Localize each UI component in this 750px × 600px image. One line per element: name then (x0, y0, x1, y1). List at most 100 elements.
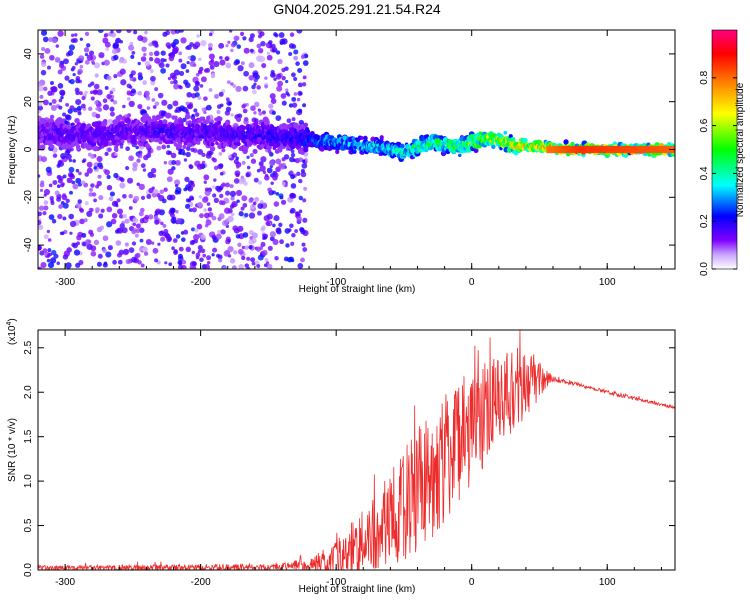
heatmap-noise-cell (265, 221, 271, 226)
heatmap-noise-cell (199, 84, 204, 88)
heatmap-x-tick-label: -200 (191, 277, 211, 288)
colorbar-tick-label: 0.0 (699, 262, 710, 276)
heatmap-noise-cell (156, 145, 162, 151)
heatmap-carrier-cell (649, 145, 652, 154)
heatmap-noise-cell (145, 95, 151, 101)
heatmap-noise-cell (291, 232, 296, 238)
heatmap-noise-cell (237, 242, 242, 247)
heatmap-noise-cell (285, 91, 289, 96)
heatmap-carrier-cell (582, 145, 585, 154)
heatmap-noise-cell (133, 195, 140, 202)
heatmap-noise-cell (189, 240, 195, 246)
heatmap-noise-cell (38, 101, 43, 107)
heatmap-noise-cell (41, 156, 48, 163)
heatmap-noise-cell (246, 165, 251, 170)
heatmap-noise-cell (128, 247, 135, 253)
heatmap-noise-cell (211, 73, 215, 77)
heatmap-noise-cell (38, 174, 41, 178)
heatmap-noise-cell (166, 176, 173, 183)
heatmap-noise-cell (79, 65, 84, 69)
heatmap-noise-cell (293, 77, 298, 82)
heatmap-noise-cell (50, 201, 55, 205)
heatmap-noise-cell (300, 257, 305, 263)
heatmap-carrier-cell (592, 145, 595, 154)
heatmap-noise-cell (84, 31, 90, 36)
heatmap-y-tick-label: 20 (23, 96, 34, 108)
heatmap-noise-cell (76, 234, 82, 241)
heatmap-ridge-cell (155, 114, 162, 121)
heatmap-noise-cell (70, 38, 76, 43)
heatmap-carrier-cell (548, 145, 551, 154)
heatmap-noise-cell (277, 80, 284, 87)
heatmap-noise-cell (185, 46, 189, 50)
heatmap-noise-cell (72, 159, 76, 163)
heatmap-noise-cell (159, 189, 165, 194)
heatmap-noise-cell (140, 56, 147, 62)
heatmap-noise-cell (178, 85, 183, 90)
heatmap-noise-cell (51, 249, 57, 256)
heatmap-noise-cell (174, 109, 178, 113)
heatmap-carrier-cell (662, 145, 665, 154)
heatmap-carrier-cell (642, 145, 645, 154)
heatmap-noise-cell (39, 94, 44, 99)
heatmap-noise-cell (148, 42, 153, 47)
heatmap-noise-cell (88, 187, 94, 192)
heatmap-noise-cell (273, 77, 277, 81)
heatmap-noise-cell (168, 55, 175, 62)
heatmap-ridge-cell (120, 121, 125, 126)
heatmap-noise-cell (228, 101, 232, 106)
heatmap-noise-cell (249, 33, 255, 39)
heatmap-noise-cell (93, 198, 97, 203)
heatmap-carrier-cell (565, 145, 568, 154)
heatmap-noise-cell (160, 57, 165, 63)
heatmap-noise-cell (240, 61, 245, 66)
heatmap-ridge-cell (277, 147, 283, 153)
heatmap-noise-cell (79, 37, 83, 41)
heatmap-noise-cell (162, 223, 167, 228)
heatmap-noise-cell (174, 190, 180, 195)
heatmap-noise-cell (112, 42, 120, 49)
heatmap-carrier-cell (661, 145, 664, 154)
heatmap-noise-cell (301, 82, 307, 87)
heatmap-noise-cell (96, 155, 103, 163)
heatmap-noise-cell (171, 74, 177, 81)
heatmap-noise-cell (153, 50, 160, 57)
heatmap-carrier-cell (559, 145, 562, 154)
heatmap-noise-cell (76, 105, 82, 111)
heatmap-ridge-cell (102, 118, 108, 124)
heatmap-ridge-cell (260, 143, 265, 149)
heatmap-noise-cell (280, 93, 287, 99)
heatmap-noise-cell (284, 66, 289, 71)
heatmap-noise-cell (207, 42, 213, 48)
heatmap-noise-cell (243, 181, 248, 186)
snr-y-tick-label: 0.5 (23, 518, 34, 532)
heatmap-noise-cell (115, 30, 122, 34)
heatmap-noise-cell (143, 251, 149, 256)
heatmap-noise-cell (290, 152, 296, 158)
heatmap-noise-cell (257, 203, 264, 209)
heatmap-noise-cell (138, 211, 144, 217)
heatmap-noise-cell (288, 256, 294, 262)
heatmap-ridge-cell (162, 119, 168, 125)
heatmap-noise-cell (192, 63, 197, 67)
heatmap-noise-cell (163, 187, 168, 192)
heatmap-noise-cell (138, 183, 145, 190)
heatmap-noise-cell (213, 61, 220, 68)
heatmap-noise-cell (103, 261, 108, 266)
heatmap-ridge-cell (240, 130, 246, 136)
heatmap-noise-cell (46, 258, 51, 263)
heatmap-carrier-cell (608, 145, 611, 154)
colorbar-gradient (711, 29, 738, 270)
heatmap-noise-cell (86, 167, 93, 174)
heatmap-carrier-cell (639, 145, 642, 154)
heatmap-noise-cell (143, 154, 149, 161)
heatmap-noise-cell (298, 157, 304, 163)
heatmap-noise-cell (256, 264, 261, 268)
heatmap-noise-cell (62, 216, 67, 221)
heatmap-noise-cell (273, 172, 279, 178)
heatmap-noise-cell (177, 260, 183, 265)
heatmap-noise-cell (87, 83, 92, 88)
heatmap-carrier-cell (547, 145, 550, 154)
heatmap-noise-cell (148, 56, 154, 62)
